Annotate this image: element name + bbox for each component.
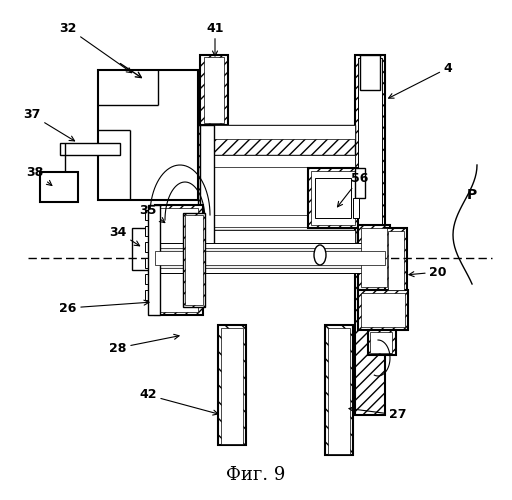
Bar [325,325,353,455]
Text: 56: 56 [337,172,369,207]
Bar [198,125,208,260]
Bar [145,242,159,252]
Text: 38: 38 [27,166,52,186]
Text: 27: 27 [349,406,407,422]
Bar [155,205,203,315]
Bar [328,328,350,454]
Bar [185,215,203,305]
Bar [360,55,380,90]
Bar [40,172,78,202]
Bar [368,330,396,355]
Bar [146,227,156,235]
Bar [146,259,156,267]
Bar [311,171,355,225]
Bar [200,55,228,125]
Bar [358,58,382,238]
Bar [200,125,214,260]
Text: 41: 41 [206,22,224,56]
Bar [132,228,156,270]
Bar [315,178,351,218]
Bar [146,275,156,283]
Bar [388,231,404,290]
Text: 35: 35 [139,204,165,223]
Bar [355,55,385,415]
Bar [361,228,387,287]
Text: 28: 28 [110,334,179,354]
Bar [183,213,205,307]
Bar [98,70,198,200]
Bar [148,205,160,315]
Text: 37: 37 [24,108,75,141]
Text: 26: 26 [59,300,149,314]
Bar [145,274,159,284]
Bar [146,291,156,299]
Bar [204,57,224,123]
Bar [200,155,355,167]
Text: P: P [467,188,477,202]
Bar [60,143,120,155]
Text: 42: 42 [139,388,218,415]
Bar [218,325,246,445]
Bar [158,208,198,312]
Text: 32: 32 [59,22,132,72]
Bar [308,168,358,228]
Bar [355,168,365,198]
Bar [145,258,159,268]
Bar [146,243,156,251]
Bar [370,332,392,353]
Bar [200,215,355,227]
Bar [200,125,355,155]
Bar [358,225,390,290]
Text: 4: 4 [389,62,453,98]
Bar [385,228,407,293]
Bar [200,230,355,244]
Bar [145,210,159,220]
Text: 34: 34 [110,226,140,246]
Bar [155,251,385,265]
Text: Фиг. 9: Фиг. 9 [226,466,286,484]
Bar [362,57,378,87]
Bar [155,243,385,273]
Bar [200,230,355,260]
Bar [353,198,359,218]
Bar [146,211,156,219]
Bar [145,226,159,236]
Bar [155,248,385,268]
Bar [221,328,243,444]
Bar [145,290,159,300]
Bar [358,290,408,330]
Ellipse shape [314,245,326,265]
Bar [200,125,355,139]
Bar [361,293,405,327]
Text: 20: 20 [409,266,447,278]
